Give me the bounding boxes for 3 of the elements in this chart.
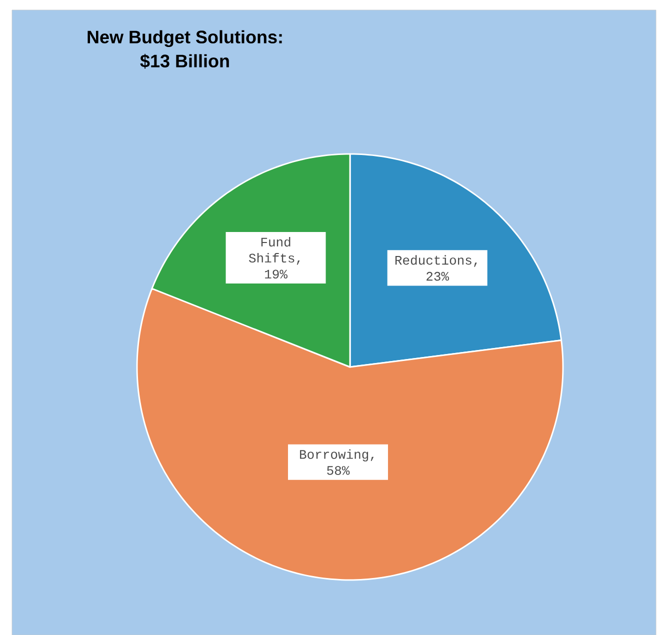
slice-label: Reductions xyxy=(395,255,472,265)
chart-title: New Budget Solutions: $13 Billion xyxy=(88,30,282,69)
slice-label: Fund Shifts xyxy=(248,236,294,263)
